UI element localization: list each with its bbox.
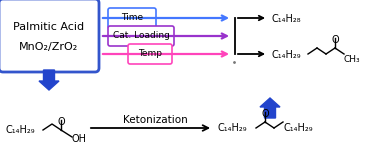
Text: O: O	[331, 35, 339, 45]
Text: Ketonization: Ketonization	[122, 115, 187, 125]
Text: O: O	[261, 109, 269, 119]
Text: C₁₄H₂₉: C₁₄H₂₉	[5, 125, 35, 135]
Text: C₁₄H₂₉: C₁₄H₂₉	[218, 123, 248, 133]
Text: O: O	[57, 117, 65, 127]
Text: OH: OH	[72, 134, 87, 144]
Text: C₁₄H₂₈: C₁₄H₂₈	[272, 14, 302, 24]
FancyArrow shape	[260, 98, 280, 118]
Text: Time: Time	[121, 14, 143, 22]
Text: CH₃: CH₃	[344, 55, 361, 64]
Text: Cat. Loading: Cat. Loading	[113, 32, 169, 40]
Text: MnO₂/ZrO₂: MnO₂/ZrO₂	[19, 42, 79, 52]
Text: C₁₄H₂₉: C₁₄H₂₉	[272, 50, 302, 60]
FancyBboxPatch shape	[108, 8, 156, 28]
Text: Temp: Temp	[138, 50, 162, 58]
FancyBboxPatch shape	[108, 26, 174, 46]
FancyBboxPatch shape	[128, 44, 172, 64]
Text: C₁₄H₂₉: C₁₄H₂₉	[283, 123, 313, 133]
FancyBboxPatch shape	[0, 0, 99, 72]
FancyArrow shape	[39, 70, 59, 90]
Text: Palmitic Acid: Palmitic Acid	[14, 22, 85, 32]
